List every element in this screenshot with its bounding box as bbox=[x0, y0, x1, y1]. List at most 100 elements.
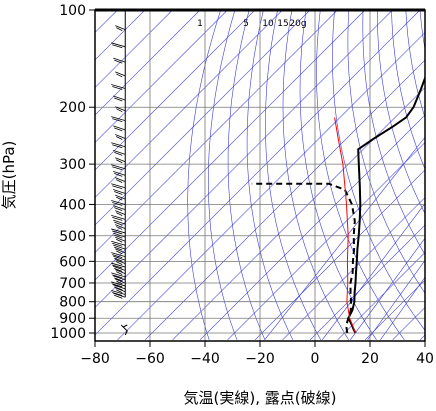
isotherm-line bbox=[95, 10, 228, 143]
dry-adiabat-line bbox=[362, 10, 425, 256]
wind-barb bbox=[113, 150, 126, 156]
wind-barb bbox=[115, 134, 126, 140]
dry-adiabat-line bbox=[208, 10, 238, 340]
isotherm-line bbox=[364, 279, 425, 341]
dry-adiabat-line bbox=[246, 10, 294, 340]
wind-barb bbox=[111, 272, 126, 279]
wind-barb bbox=[115, 71, 126, 78]
dry-adiabat-line bbox=[332, 10, 425, 331]
mixing-ratio-line bbox=[264, 136, 425, 341]
mixing-ratio-label: 10 bbox=[262, 19, 274, 29]
isotherm-line bbox=[227, 142, 425, 341]
y-tick-label: 300 bbox=[59, 157, 86, 173]
wind-barb bbox=[115, 177, 126, 184]
isotherm-line bbox=[172, 87, 425, 341]
y-tick-label: 600 bbox=[59, 254, 86, 270]
mixing-ratio-label: 20g bbox=[289, 19, 306, 29]
y-tick-label: 700 bbox=[59, 276, 86, 292]
isotherm-line bbox=[199, 114, 425, 341]
isotherm-line bbox=[95, 10, 338, 253]
y-axis-title: 気圧(hPa) bbox=[0, 141, 18, 210]
wind-barb bbox=[111, 116, 126, 122]
isotherm-line bbox=[337, 252, 425, 341]
y-tick-label: 200 bbox=[59, 100, 86, 116]
wind-barb bbox=[115, 259, 126, 266]
wind-barb bbox=[115, 157, 126, 164]
wind-barb bbox=[115, 236, 126, 243]
wind-barb bbox=[113, 189, 126, 195]
y-tick-label: 900 bbox=[59, 311, 86, 327]
wind-barb bbox=[111, 84, 126, 90]
x-tick-label: −40 bbox=[190, 351, 220, 367]
skew-grid bbox=[95, 10, 425, 341]
wind-barb bbox=[113, 244, 126, 251]
series-layer bbox=[251, 75, 425, 334]
wind-barb bbox=[115, 269, 126, 276]
isotherm-line bbox=[95, 10, 421, 336]
wind-barb bbox=[113, 292, 126, 299]
isotherm-line bbox=[117, 32, 425, 341]
wind-barb bbox=[113, 284, 126, 291]
parcel-line bbox=[334, 117, 356, 334]
x-axis: −80 −60 −40 −20 0 20 40 bbox=[80, 341, 434, 367]
isotherm-line bbox=[95, 10, 366, 281]
wind-barb bbox=[111, 228, 126, 235]
isotherm-line bbox=[95, 10, 393, 308]
y-tick-label: 400 bbox=[59, 197, 86, 213]
x-tick-label: 40 bbox=[416, 351, 434, 367]
wind-barb bbox=[113, 219, 126, 226]
dry-adiabat-line bbox=[347, 10, 425, 294]
x-tick-label: 0 bbox=[311, 351, 320, 367]
wind-barb bbox=[111, 240, 126, 247]
mixing-ratio-label: 1 bbox=[197, 19, 203, 29]
wind-barb bbox=[111, 215, 126, 221]
wind-barb bbox=[115, 25, 126, 31]
wind-barb bbox=[113, 266, 126, 272]
y-tick-label: 100 bbox=[59, 3, 86, 19]
wind-barb bbox=[115, 210, 126, 216]
mixing-ratio-line bbox=[367, 259, 425, 341]
isotherm-line bbox=[254, 169, 425, 341]
dry-adiabat-line bbox=[187, 10, 221, 340]
isotherm-line bbox=[282, 197, 425, 341]
isotherm-line bbox=[144, 59, 425, 341]
isotherm-line bbox=[95, 10, 173, 88]
y-tick-label: 800 bbox=[59, 295, 86, 311]
isotherm-line bbox=[95, 10, 256, 171]
x-tick-label: −80 bbox=[80, 351, 110, 367]
isotherm-line bbox=[95, 10, 201, 116]
wind-barb bbox=[111, 262, 126, 269]
isotherm-line bbox=[309, 224, 425, 341]
wind-barb bbox=[115, 106, 126, 113]
wind-barb bbox=[113, 125, 126, 132]
wind-barb bbox=[111, 42, 126, 49]
dry-adiabat-line bbox=[227, 10, 266, 340]
wind-barb bbox=[113, 255, 126, 262]
wind-barb bbox=[113, 170, 126, 177]
wind-barb bbox=[111, 142, 126, 149]
wind-barb bbox=[111, 252, 126, 258]
x-axis-title: 気温(実線), 露点(破線) bbox=[184, 389, 337, 407]
wind-barb bbox=[111, 290, 126, 296]
dry-adiabat-line bbox=[282, 10, 349, 340]
dry-adiabat-line bbox=[316, 10, 405, 340]
wind-barb bbox=[115, 224, 126, 230]
y-tick-label: 1000 bbox=[50, 326, 86, 342]
wind-barb bbox=[113, 205, 126, 212]
isotherm-line bbox=[95, 10, 311, 226]
wind-barb bbox=[115, 194, 126, 201]
wind-barb bbox=[111, 164, 126, 171]
mixing-ratio-line bbox=[322, 203, 425, 341]
wind-barb bbox=[120, 324, 128, 336]
mixing-ratio-line bbox=[350, 237, 425, 341]
mixing-ratio-line bbox=[380, 276, 425, 341]
wind-barb bbox=[115, 248, 126, 255]
dewpoint-line bbox=[251, 182, 356, 334]
wind-barb bbox=[113, 95, 126, 102]
wind-barb bbox=[113, 57, 126, 64]
wind-barb bbox=[113, 275, 126, 282]
wind-barb bbox=[115, 278, 126, 285]
wind-barb bbox=[111, 281, 126, 288]
